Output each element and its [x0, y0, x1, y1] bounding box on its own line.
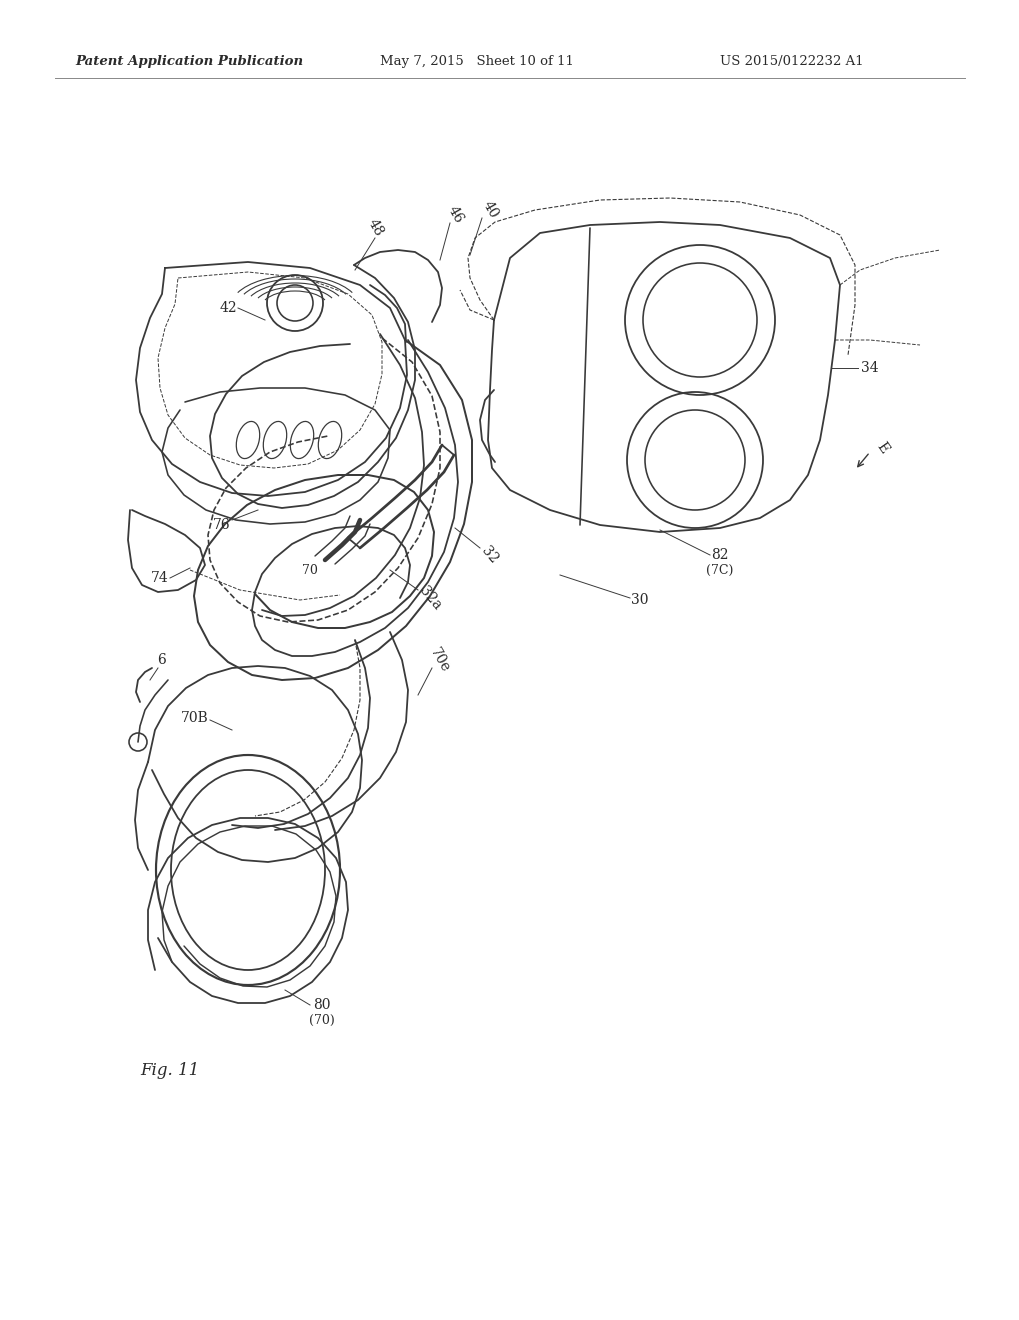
Text: 46: 46 — [444, 203, 465, 226]
Text: 74: 74 — [151, 572, 169, 585]
Text: (7C): (7C) — [705, 564, 733, 577]
Text: 32a: 32a — [416, 583, 443, 612]
Text: 34: 34 — [860, 360, 878, 375]
Text: (70): (70) — [309, 1014, 334, 1027]
Text: 80: 80 — [313, 998, 330, 1012]
Text: 40: 40 — [479, 199, 500, 222]
Circle shape — [128, 733, 147, 751]
Text: Patent Application Publication: Patent Application Publication — [75, 55, 303, 69]
Text: 70e: 70e — [427, 645, 452, 675]
Text: 30: 30 — [631, 593, 648, 607]
Text: 48: 48 — [364, 216, 385, 239]
Text: 82: 82 — [710, 548, 728, 562]
Text: 42: 42 — [219, 301, 236, 315]
Text: 76: 76 — [213, 517, 230, 532]
Text: May 7, 2015   Sheet 10 of 11: May 7, 2015 Sheet 10 of 11 — [380, 55, 574, 69]
Text: 70B: 70B — [181, 711, 209, 725]
Text: 70: 70 — [302, 564, 318, 577]
Text: 32: 32 — [479, 544, 500, 566]
Text: US 2015/0122232 A1: US 2015/0122232 A1 — [719, 55, 863, 69]
Text: 6: 6 — [158, 653, 166, 667]
Text: E: E — [872, 440, 890, 457]
Text: Fig. 11: Fig. 11 — [140, 1063, 199, 1078]
